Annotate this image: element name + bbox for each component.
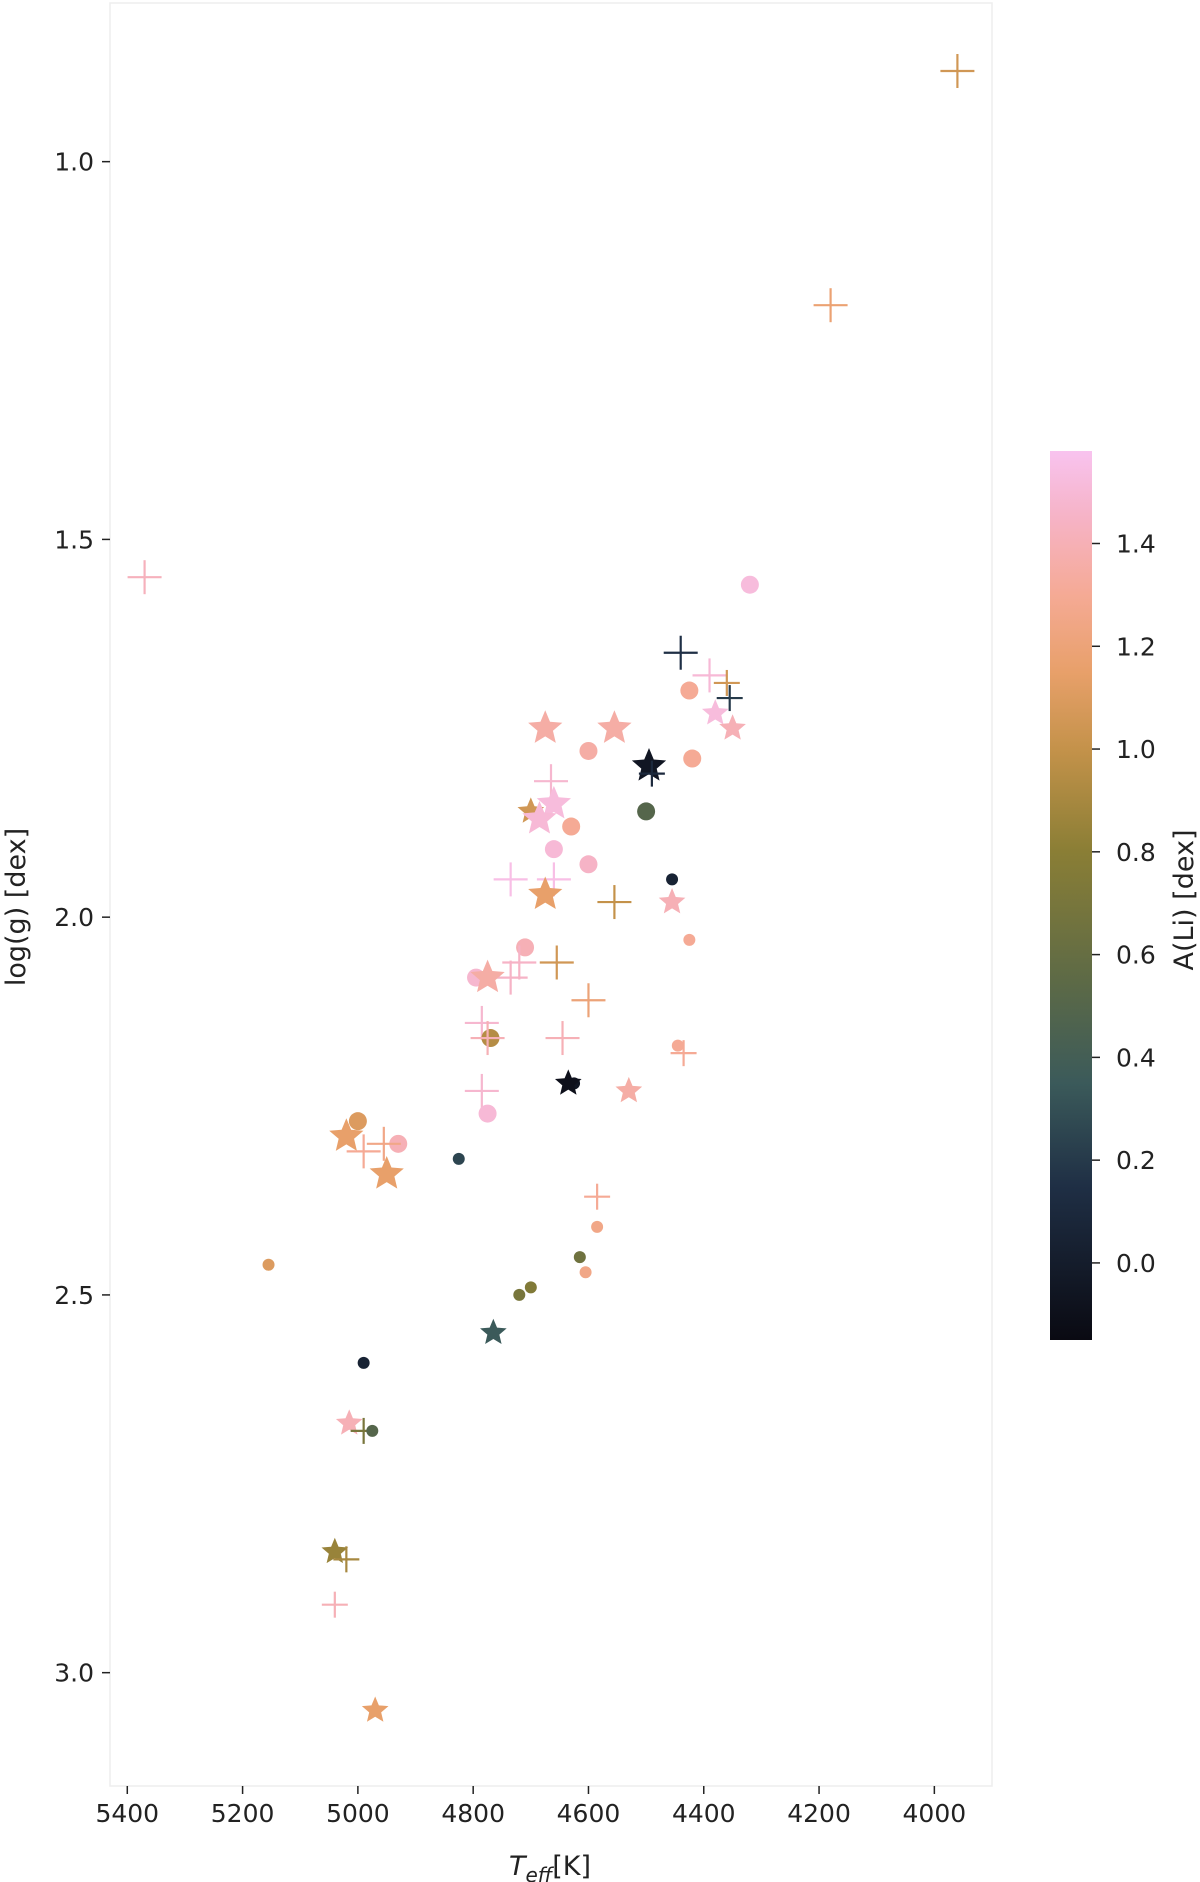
data-point-circle: [516, 938, 535, 957]
data-point-plus: [464, 1073, 499, 1108]
y-tick-label: 3.0: [54, 1659, 94, 1688]
x-tick-label: 4800: [441, 1799, 505, 1828]
y-tick-label: 2.0: [54, 903, 94, 932]
y-tick-label: 1.5: [54, 525, 94, 554]
data-point-plus: [346, 1134, 381, 1169]
data-point-plus: [366, 1126, 401, 1161]
data-point-circle: [478, 1104, 497, 1123]
data-point-plus: [493, 862, 528, 897]
data-point-plus: [638, 760, 665, 787]
data-point-circle: [562, 817, 581, 836]
data-point-circle: [544, 840, 563, 859]
data-point-circle: [666, 873, 679, 886]
x-axis-title: Teff[K]: [509, 1851, 591, 1882]
data-point-star: [522, 800, 557, 834]
data-point-circle: [579, 1266, 592, 1279]
data-point-star: [631, 748, 667, 781]
data-point-star: [369, 1156, 404, 1189]
x-tick-label: 4600: [557, 1799, 621, 1828]
colorbar-tick-label: 1.4: [1116, 529, 1156, 558]
x-tick-label: 4000: [903, 1799, 967, 1828]
data-point-plus: [571, 983, 606, 1018]
y-axis-title: log(g) [dex]: [1, 828, 32, 986]
data-point-circle: [513, 1288, 526, 1301]
colorbar-title: A(Li) [dex]: [1169, 830, 1200, 971]
x-axis-title-base: T: [509, 1851, 528, 1882]
data-point-plus: [534, 764, 568, 799]
data-point-circle: [683, 749, 702, 768]
data-point-plus: [545, 1021, 580, 1056]
data-point-plus: [539, 945, 574, 980]
data-point-plus: [470, 1021, 505, 1056]
colorbar-tick-label: 0.0: [1116, 1249, 1156, 1278]
data-point-plus: [584, 1183, 611, 1210]
data-point-star: [536, 785, 571, 819]
data-point-plus: [813, 288, 848, 323]
data-point-star: [701, 699, 729, 725]
data-point-plus: [663, 635, 698, 670]
data-point-circle: [579, 855, 598, 874]
data-point-plus: [692, 658, 727, 693]
data-point-circle: [637, 802, 656, 821]
x-tick-label: 5200: [211, 1799, 275, 1828]
data-point-plus: [464, 1005, 499, 1040]
data-point-circle: [262, 1258, 275, 1271]
y-tick-label: 2.5: [54, 1281, 94, 1310]
data-point-star: [480, 1318, 507, 1345]
data-point-star: [528, 710, 563, 743]
data-point-plus: [716, 685, 743, 712]
data-point-circle: [366, 1424, 379, 1437]
colorbar-axis: 0.0 0.2 0.4 0.6 0.8 1.0 1.2 1.4: [1092, 529, 1156, 1278]
data-point-circle: [452, 1152, 465, 1165]
data-point-star: [321, 1537, 349, 1564]
y-axis: 1.0 1.5 2.0 2.5 3.0: [54, 148, 110, 1688]
data-point-circle: [357, 1356, 370, 1369]
x-tick-label: 4400: [672, 1799, 736, 1828]
data-point-circle: [591, 1220, 604, 1233]
scatter-points: [127, 53, 975, 1722]
colorbar-tick-label: 0.8: [1116, 838, 1156, 867]
data-point-star: [658, 888, 686, 914]
data-point-plus: [670, 1040, 697, 1067]
data-point-star: [329, 1118, 364, 1151]
x-tick-label: 5000: [326, 1799, 390, 1828]
data-point-plus: [321, 1591, 348, 1618]
data-point-plus: [127, 560, 162, 595]
data-point-circle: [671, 1039, 684, 1052]
x-axis: 5400 5200 5000 4800 4600 4400 4200 4000: [95, 1786, 966, 1828]
data-point-plus: [597, 885, 632, 920]
data-point-plus: [493, 960, 528, 995]
colorbar-tick-label: 0.2: [1116, 1146, 1156, 1175]
data-point-plus: [333, 1546, 360, 1573]
data-point-star: [335, 1409, 363, 1435]
data-point-star: [470, 959, 505, 993]
colorbar-tick-label: 0.6: [1116, 941, 1156, 970]
data-point-circle: [573, 1251, 586, 1264]
data-point-circle: [683, 933, 696, 946]
colorbar-tick-label: 0.4: [1116, 1043, 1156, 1072]
data-point-circle: [579, 741, 598, 760]
data-point-circle: [348, 1112, 367, 1131]
colorbar: [1050, 451, 1092, 1340]
data-point-star: [528, 876, 563, 910]
data-point-plus: [502, 945, 537, 980]
data-point-circle: [524, 1281, 537, 1294]
x-tick-label: 5400: [95, 1799, 159, 1828]
x-axis-title-suffix: [K]: [552, 1851, 591, 1882]
x-axis-title-subscript: eff: [525, 1863, 554, 1882]
data-point-star: [719, 714, 746, 740]
data-point-star: [361, 1696, 389, 1722]
data-point-star: [597, 710, 632, 743]
colorbar-tick-label: 1.2: [1116, 632, 1156, 661]
y-tick-label: 1.0: [54, 148, 94, 177]
colorbar-tick-label: 1.0: [1116, 735, 1156, 764]
x-tick-label: 4200: [787, 1799, 851, 1828]
data-point-star: [615, 1076, 643, 1103]
data-point-star: [554, 1069, 582, 1095]
data-point-circle: [740, 575, 759, 594]
data-point-circle: [680, 681, 699, 700]
data-point-plus: [940, 53, 975, 88]
data-point-plus: [713, 669, 740, 696]
